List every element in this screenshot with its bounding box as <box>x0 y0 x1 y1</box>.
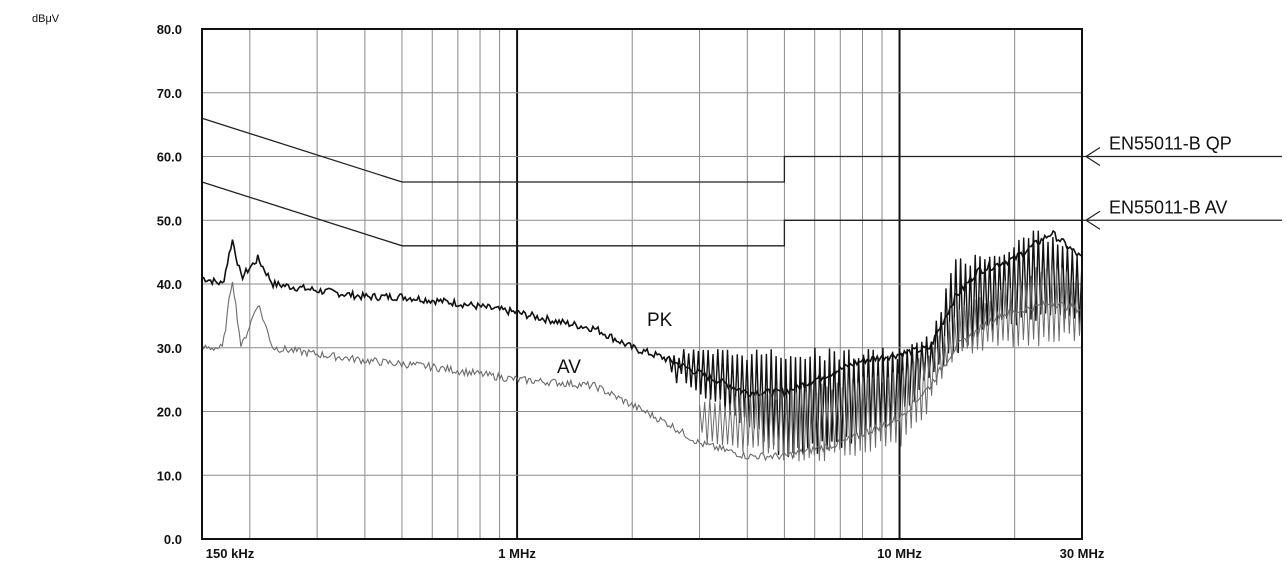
y-tick-label: 40.0 <box>157 277 182 292</box>
y-tick-label: 30.0 <box>157 341 182 356</box>
limit-line <box>202 182 1082 246</box>
series-label-pk: PK <box>647 310 673 331</box>
limit-line-label: EN55011-B QP <box>1109 134 1232 154</box>
x-tick-label: 10 MHz <box>877 546 922 561</box>
y-tick-label: 50.0 <box>157 213 182 228</box>
series-label-av: AV <box>557 357 581 378</box>
series-lines <box>202 231 1082 462</box>
y-tick-label: 80.0 <box>157 22 182 37</box>
x-tick-label: 150 kHz <box>206 546 255 561</box>
y-tick-label: 70.0 <box>157 86 182 101</box>
limit-line <box>202 118 1082 182</box>
x-tick-label: 1 MHz <box>498 546 536 561</box>
y-tick-label: 0.0 <box>164 532 182 547</box>
y-tick-label: 20.0 <box>157 405 182 420</box>
y-tick-label: 60.0 <box>157 150 182 165</box>
x-tick-label: 30 MHz <box>1060 546 1105 561</box>
limit-line-label: EN55011-B AV <box>1109 197 1227 217</box>
y-unit-label: dBμV <box>32 13 60 25</box>
y-tick-label: 10.0 <box>157 468 182 483</box>
